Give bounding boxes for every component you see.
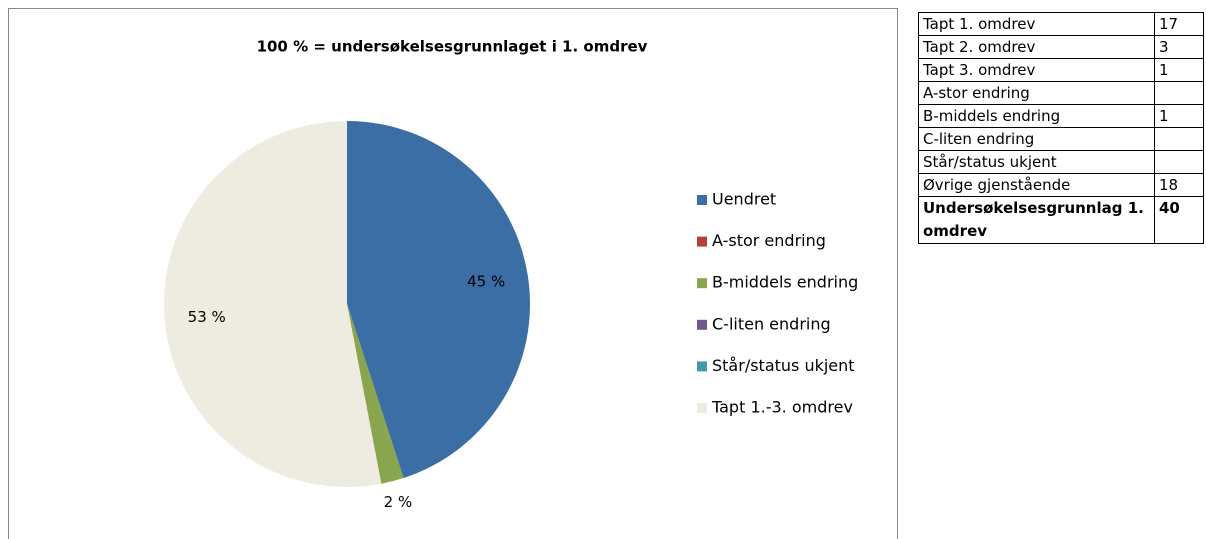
- data-label: 2 %: [384, 493, 413, 511]
- chart: 100 % = undersøkelsesgrunnlaget i 1. omd…: [8, 8, 898, 539]
- chart-title: 100 % = undersøkelsesgrunnlaget i 1. omd…: [257, 38, 648, 56]
- table-cell: Tapt 1. omdrev: [918, 12, 1155, 36]
- table-cell: 1: [1154, 104, 1204, 128]
- legend-swatch: [697, 236, 707, 247]
- table-row: B-middels endring 1: [918, 104, 1204, 128]
- table-row: Tapt 2. omdrev 3: [918, 35, 1204, 59]
- table-cell: Tapt 2. omdrev: [918, 35, 1155, 59]
- table-cell: Undersøkelsesgrunnlag 1. omdrev: [918, 196, 1155, 244]
- table-cell: [1154, 127, 1204, 151]
- table-cell: B-middels endring: [918, 104, 1155, 128]
- table-row: Tapt 3. omdrev 1: [918, 58, 1204, 82]
- table-row: C-liten endring: [918, 127, 1204, 151]
- data-label: 53 %: [188, 308, 226, 326]
- table-row: A-stor endring: [918, 81, 1204, 105]
- legend-swatch: [697, 278, 707, 289]
- legend-label: Tapt 1.-3. omdrev: [711, 398, 853, 417]
- pie-slice: [347, 121, 530, 479]
- legend-label: C-liten endring: [712, 314, 831, 333]
- legend-label: Står/status ukjent: [712, 356, 855, 375]
- table-cell: 40: [1154, 196, 1204, 244]
- table-cell: Øvrige gjenstående: [918, 173, 1155, 197]
- legend-swatch: [697, 195, 707, 205]
- table-cell: A-stor endring: [918, 81, 1155, 105]
- legend-label: A-stor endring: [712, 231, 826, 250]
- table-row: Tapt 1. omdrev 17: [918, 12, 1204, 36]
- table-cell: 3: [1154, 35, 1204, 59]
- table-cell: Tapt 3. omdrev: [918, 58, 1155, 82]
- table-cell: 18: [1154, 173, 1204, 197]
- legend-swatch: [697, 403, 707, 413]
- legend-swatch: [697, 361, 707, 372]
- table-cell: [1154, 81, 1204, 105]
- table-row: Undersøkelsesgrunnlag 1. omdrev 40: [918, 196, 1204, 244]
- table-row: Øvrige gjenstående 18: [918, 173, 1204, 197]
- pie-slice: [163, 121, 382, 488]
- pie-slice: [347, 304, 404, 484]
- table-cell: 17: [1154, 12, 1204, 36]
- data-label: 45 %: [467, 272, 505, 290]
- table-cell: C-liten endring: [918, 127, 1155, 151]
- table-row: Står/status ukjent: [918, 150, 1204, 174]
- legend-swatch: [697, 319, 707, 330]
- legend-label: Uendret: [712, 190, 776, 209]
- table-cell: [1154, 150, 1204, 174]
- table-cell: Står/status ukjent: [918, 150, 1155, 174]
- summary-table: Tapt 1. omdrev 17 Tapt 2. omdrev 3 Tapt 3. o…: [918, 12, 1204, 244]
- legend-label: B-middels endring: [712, 273, 858, 292]
- table-cell: 1: [1154, 58, 1204, 82]
